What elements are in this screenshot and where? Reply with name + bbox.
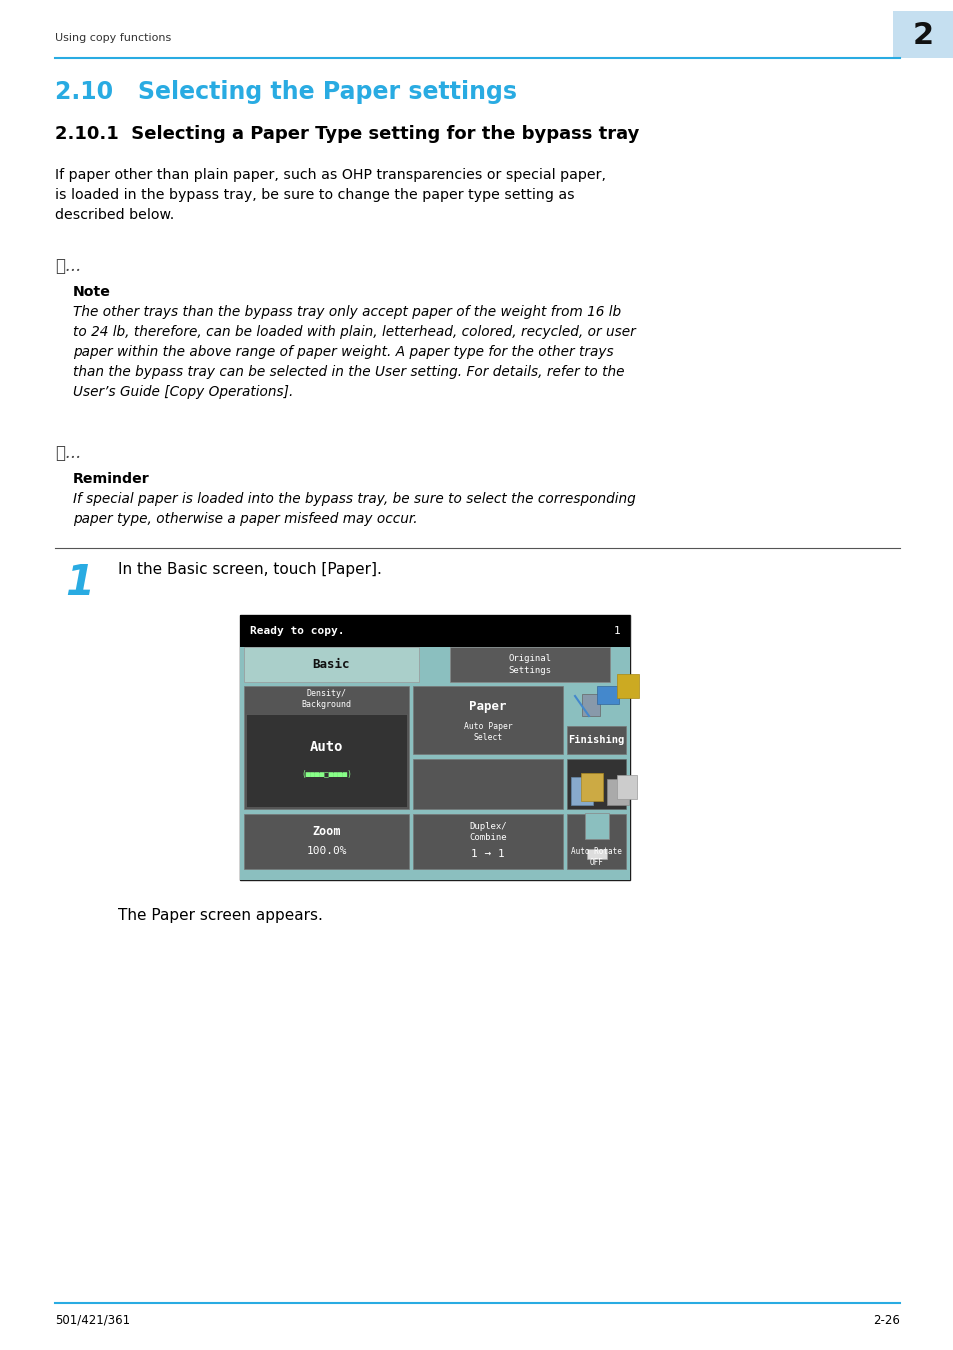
Text: Density/
Background: Density/ Background <box>301 688 351 709</box>
Bar <box>240 616 629 647</box>
Bar <box>244 814 409 869</box>
Bar <box>566 814 625 869</box>
Text: Ready to copy.: Ready to copy. <box>250 626 344 636</box>
Bar <box>246 714 407 807</box>
Text: ℘...: ℘... <box>55 258 81 275</box>
Bar <box>566 686 625 724</box>
Text: 1 → 1: 1 → 1 <box>471 849 504 859</box>
Bar <box>617 674 639 698</box>
Bar <box>581 694 599 716</box>
Text: 100.0%: 100.0% <box>306 846 346 856</box>
Text: Note: Note <box>73 285 111 298</box>
Bar <box>606 779 628 805</box>
Text: Basic: Basic <box>312 657 350 671</box>
Bar <box>413 759 562 809</box>
Text: 2: 2 <box>911 20 933 50</box>
Bar <box>584 813 608 838</box>
Text: If special paper is loaded into the bypass tray, be sure to select the correspon: If special paper is loaded into the bypa… <box>73 491 635 526</box>
Text: 501/421/361: 501/421/361 <box>55 1314 130 1327</box>
Text: Finishing: Finishing <box>568 734 624 745</box>
Text: 2.10.1  Selecting a Paper Type setting for the bypass tray: 2.10.1 Selecting a Paper Type setting fo… <box>55 126 639 143</box>
Bar <box>566 726 625 755</box>
Text: Paper: Paper <box>469 699 506 713</box>
Text: Reminder: Reminder <box>73 472 150 486</box>
Text: Original
Settings: Original Settings <box>508 655 551 675</box>
Text: Zoom: Zoom <box>312 825 340 838</box>
Bar <box>244 686 409 809</box>
Text: Auto Paper
Select: Auto Paper Select <box>463 721 512 741</box>
Text: 2.10   Selecting the Paper settings: 2.10 Selecting the Paper settings <box>55 80 517 104</box>
Text: Duplex/
Combine: Duplex/ Combine <box>469 822 506 841</box>
Text: (■■■■□■■■■): (■■■■□■■■■) <box>301 769 352 779</box>
Text: Auto Rotate
OFF: Auto Rotate OFF <box>571 846 621 867</box>
Text: Auto: Auto <box>310 740 343 753</box>
Text: ℘...: ℘... <box>55 446 81 462</box>
Bar <box>892 11 953 58</box>
Bar <box>240 647 629 880</box>
Bar <box>597 686 618 703</box>
Text: 1: 1 <box>613 626 619 636</box>
Bar <box>617 775 637 799</box>
Bar <box>450 647 609 682</box>
Text: The Paper screen appears.: The Paper screen appears. <box>118 909 322 923</box>
Bar <box>413 814 562 869</box>
Bar <box>580 774 602 801</box>
Bar <box>586 849 606 859</box>
Bar <box>571 778 593 805</box>
Bar <box>566 759 625 809</box>
Text: 1: 1 <box>66 562 94 603</box>
Text: In the Basic screen, touch [Paper].: In the Basic screen, touch [Paper]. <box>118 562 381 576</box>
Bar <box>413 686 562 755</box>
Bar <box>240 616 629 880</box>
Text: The other trays than the bypass tray only accept paper of the weight from 16 lb
: The other trays than the bypass tray onl… <box>73 305 635 400</box>
Text: Using copy functions: Using copy functions <box>55 32 172 43</box>
Text: If paper other than plain paper, such as OHP transparencies or special paper,
is: If paper other than plain paper, such as… <box>55 167 605 223</box>
Text: 2-26: 2-26 <box>872 1314 899 1327</box>
Bar <box>244 647 418 682</box>
